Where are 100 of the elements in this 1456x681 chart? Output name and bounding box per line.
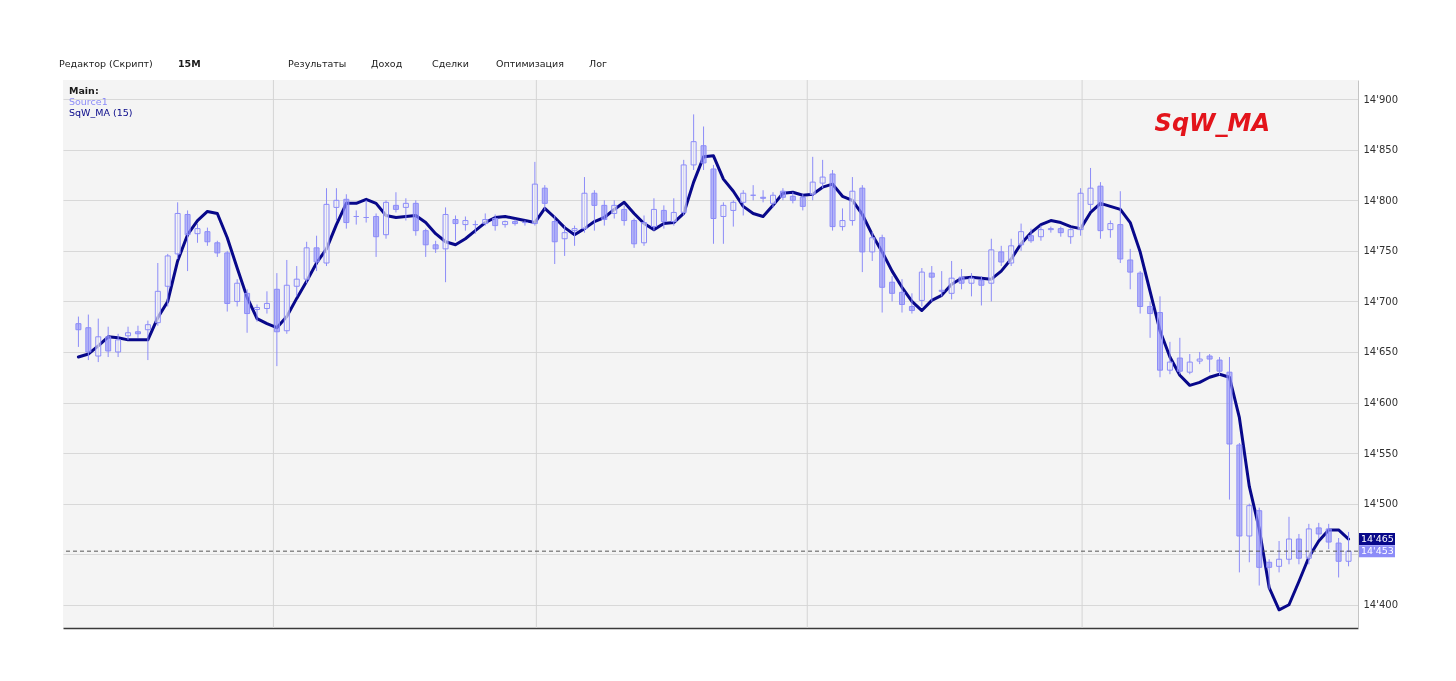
candlestick: [1157, 295, 1163, 378]
candlestick: [402, 197, 409, 222]
candlestick: [1166, 341, 1173, 375]
candlestick: [1246, 503, 1253, 563]
text: Source1: [69, 96, 108, 107]
candlestick: [948, 260, 955, 300]
candlestick: [1345, 531, 1352, 567]
candlestick: [531, 161, 538, 227]
candlestick: [1087, 167, 1094, 211]
text: 14'465: [1361, 533, 1394, 545]
candlestick: [859, 184, 866, 273]
candlestick: [1047, 226, 1054, 234]
candlestick: [1018, 223, 1025, 252]
candlestick: [164, 253, 171, 307]
candlestick: [680, 159, 687, 216]
candlestick: [462, 215, 469, 232]
candlestick: [154, 262, 161, 327]
candlestick: [323, 187, 330, 267]
ref-line-label: 14'453: [1361, 545, 1394, 557]
candlestick: [908, 292, 915, 315]
candlestick: [313, 235, 320, 272]
candlestick: [1127, 248, 1134, 290]
candlestick: [184, 209, 191, 272]
y-tick-label: 14'650: [1363, 346, 1399, 358]
candlestick: [789, 191, 796, 204]
candlestick: [303, 241, 310, 284]
candlestick: [373, 212, 380, 258]
candlestick: [263, 290, 270, 315]
candlestick: [1295, 533, 1302, 565]
candlestick: [760, 189, 767, 203]
candlestick: [710, 164, 717, 245]
candlestick: [502, 220, 509, 229]
y-tick-label: 14'700: [1363, 295, 1399, 307]
candlestick: [641, 214, 648, 247]
text: Лог: [589, 58, 607, 69]
candlestick: [809, 156, 816, 201]
candlestick: [383, 199, 390, 240]
candlestick: [1196, 351, 1203, 365]
candlestick: [978, 275, 985, 306]
candlestick: [581, 176, 588, 234]
y-tick-label: 14'600: [1363, 397, 1399, 409]
candlestick: [234, 278, 241, 307]
candlestick: [1335, 537, 1342, 578]
candlestick: [819, 159, 826, 189]
candlestick: [1176, 337, 1183, 375]
candlestick: [1077, 187, 1084, 237]
candlestick: [1206, 353, 1213, 373]
candlestick: [650, 197, 657, 232]
candlestick: [1008, 238, 1015, 267]
candlestick: [1226, 356, 1233, 501]
candlestick: [1107, 220, 1114, 239]
candlestick: [631, 218, 638, 249]
candlestick: [442, 206, 449, 283]
candlestick: [343, 193, 350, 230]
candlestick: [770, 191, 777, 208]
candlestick: [740, 189, 747, 216]
candlestick: [799, 193, 806, 211]
candlestick: [660, 204, 667, 230]
candlestick: [998, 245, 1005, 267]
y-tick-label: 14'900: [1363, 93, 1399, 105]
y-tick-label: 14'400: [1363, 599, 1399, 611]
candlestick: [412, 199, 419, 237]
candlestick: [541, 184, 548, 211]
candlestick: [134, 325, 141, 339]
candlestick: [700, 126, 707, 171]
text: Доход: [371, 58, 403, 69]
candlestick: [1147, 300, 1154, 339]
candlestick: [601, 199, 608, 227]
candlestick: [1057, 226, 1064, 238]
candlestick: [293, 265, 300, 297]
candlestick: [254, 303, 261, 323]
candlestick: [75, 316, 82, 348]
candlestick: [988, 238, 995, 302]
candlestick: [194, 223, 201, 244]
y-tick-label: 14'750: [1363, 245, 1399, 257]
text: Редактор (Скрипт): [59, 58, 153, 69]
candlestick: [829, 169, 836, 232]
candlestick: [1117, 190, 1124, 264]
text: Оптимизация: [496, 58, 564, 69]
candlestick: [879, 234, 886, 314]
text: 15M: [178, 58, 201, 69]
candlestick: [1305, 523, 1312, 565]
y-tick-label: 14'550: [1363, 447, 1399, 459]
candlestick: [224, 250, 231, 313]
candlestick: [1256, 507, 1263, 587]
candlestick: [928, 265, 935, 302]
y-tick-label: 14'800: [1363, 194, 1399, 206]
candlestick: [1315, 522, 1322, 540]
y-tick-label: 14'850: [1363, 144, 1399, 156]
candlestick: [1186, 353, 1193, 375]
candlestick: [839, 207, 846, 232]
candlestick: [938, 270, 945, 297]
candlestick: [670, 197, 677, 227]
candlestick: [849, 176, 856, 227]
candlestick: [1286, 516, 1292, 565]
candlestick: [889, 275, 896, 302]
candlestick: [105, 326, 112, 358]
candlestick: [1037, 225, 1044, 242]
candlestick: [333, 187, 340, 222]
candlestick: [244, 288, 251, 334]
